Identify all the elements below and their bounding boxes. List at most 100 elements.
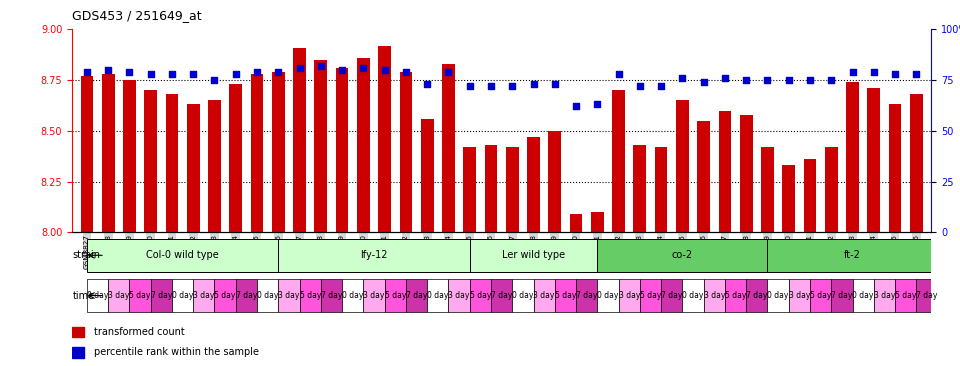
Text: 5 day: 5 day	[300, 291, 321, 300]
Text: 5 day: 5 day	[555, 291, 576, 300]
Bar	[825, 147, 838, 366]
Text: 5 day: 5 day	[385, 291, 406, 300]
Bar	[187, 104, 200, 366]
Bar	[385, 279, 406, 312]
Text: Ler wild type: Ler wild type	[502, 250, 565, 260]
Point	[568, 104, 584, 109]
Point	[441, 69, 456, 75]
Bar	[683, 279, 704, 312]
Bar	[87, 239, 278, 272]
Text: 3 day: 3 day	[534, 291, 555, 300]
Text: 0 day: 0 day	[86, 291, 108, 300]
Text: time: time	[72, 291, 94, 300]
Point	[611, 71, 626, 77]
Point	[887, 71, 902, 77]
Bar	[527, 137, 540, 366]
Point	[759, 77, 775, 83]
Bar	[704, 279, 725, 312]
Point	[845, 69, 860, 75]
Bar	[804, 159, 816, 366]
Bar	[336, 68, 348, 366]
Text: 7 day: 7 day	[236, 291, 257, 300]
Text: 5 day: 5 day	[725, 291, 746, 300]
Bar	[300, 279, 321, 312]
Point	[908, 71, 924, 77]
Bar	[357, 58, 370, 366]
Text: 0 day: 0 day	[683, 291, 704, 300]
Point	[696, 79, 711, 85]
Bar	[591, 212, 604, 366]
Bar	[534, 279, 555, 312]
Bar	[634, 145, 646, 366]
Point	[738, 77, 754, 83]
Point	[462, 83, 477, 89]
Text: 0 day: 0 day	[597, 291, 618, 300]
Bar	[597, 279, 618, 312]
Bar	[236, 279, 257, 312]
Bar	[725, 279, 746, 312]
Point	[866, 69, 881, 75]
Bar	[448, 279, 469, 312]
Text: 7 day: 7 day	[491, 291, 513, 300]
Text: 3 day: 3 day	[874, 291, 895, 300]
Bar	[427, 279, 448, 312]
Text: Col-0 wild type: Col-0 wild type	[146, 250, 219, 260]
Text: 0 day: 0 day	[342, 291, 364, 300]
Point	[547, 81, 563, 87]
Point	[122, 69, 137, 75]
Point	[824, 77, 839, 83]
Point	[632, 83, 647, 89]
Point	[717, 75, 732, 81]
Point	[781, 77, 797, 83]
Bar	[889, 104, 901, 366]
Bar	[72, 347, 84, 358]
Bar	[895, 279, 916, 312]
Bar	[144, 90, 157, 366]
Bar	[151, 279, 172, 312]
Point	[526, 81, 541, 87]
Text: 7 day: 7 day	[916, 291, 938, 300]
Text: transformed count: transformed count	[93, 327, 184, 337]
Point	[483, 83, 498, 89]
Text: 3 day: 3 day	[278, 291, 300, 300]
Bar	[697, 121, 710, 366]
Bar	[639, 279, 661, 312]
Bar	[469, 239, 597, 272]
Bar	[257, 279, 278, 312]
Point	[206, 77, 222, 83]
Bar	[321, 279, 342, 312]
Text: 0 day: 0 day	[257, 291, 278, 300]
Bar	[718, 111, 732, 366]
Point	[80, 69, 95, 75]
Point	[228, 71, 244, 77]
Text: 7 day: 7 day	[151, 291, 172, 300]
Bar	[767, 279, 789, 312]
Bar	[278, 279, 300, 312]
Text: 3 day: 3 day	[618, 291, 640, 300]
Point	[185, 71, 201, 77]
Bar	[655, 147, 667, 366]
Point	[313, 63, 328, 69]
Bar	[782, 165, 795, 366]
Bar	[513, 279, 534, 312]
Text: 0 day: 0 day	[427, 291, 448, 300]
Text: 5 day: 5 day	[130, 291, 151, 300]
Point	[420, 81, 435, 87]
Point	[398, 69, 414, 75]
Bar	[874, 279, 895, 312]
Bar	[661, 279, 683, 312]
Bar	[767, 239, 938, 272]
Text: 0 day: 0 day	[767, 291, 789, 300]
Bar	[278, 239, 469, 272]
Text: 3 day: 3 day	[193, 291, 214, 300]
Text: 5 day: 5 day	[895, 291, 917, 300]
Point	[164, 71, 180, 77]
Text: ft-2: ft-2	[844, 250, 861, 260]
Bar	[789, 279, 810, 312]
Point	[101, 67, 116, 73]
Text: 5 day: 5 day	[214, 291, 236, 300]
Point	[654, 83, 669, 89]
Text: 7 day: 7 day	[321, 291, 342, 300]
Bar	[420, 119, 434, 366]
Bar	[193, 279, 214, 312]
